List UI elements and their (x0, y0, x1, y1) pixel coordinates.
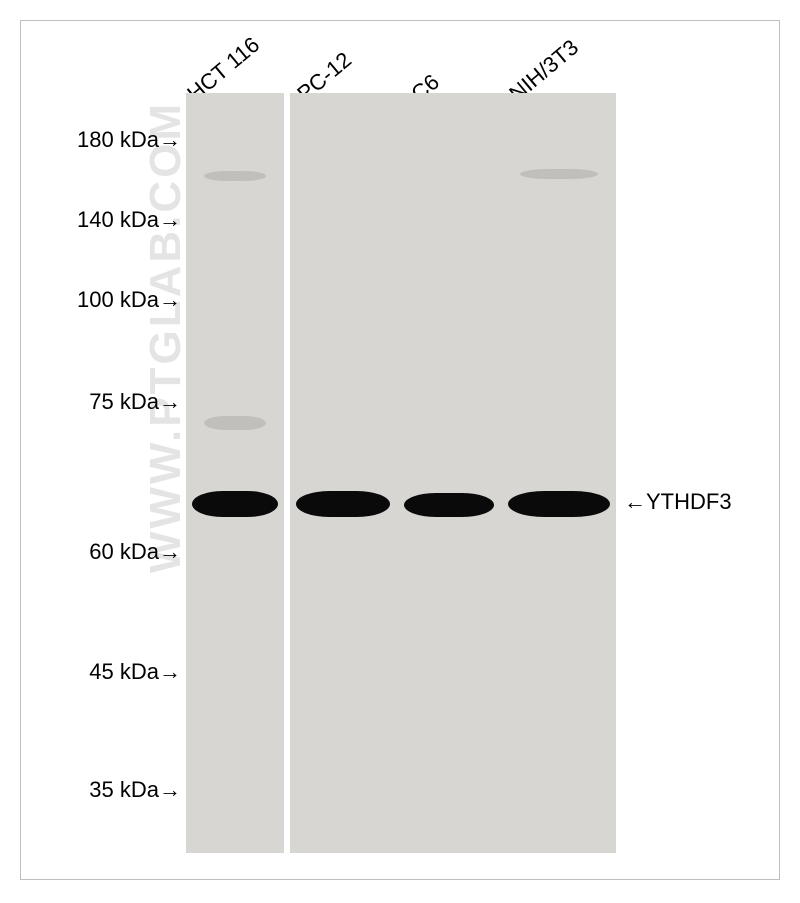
left-arrow-icon: ← (624, 489, 646, 514)
right-arrow-icon: → (159, 127, 181, 152)
mw-marker: 75 kDa→ (89, 389, 181, 415)
protein-band (192, 491, 278, 517)
protein-band-label: ←YTHDF3 (624, 489, 732, 515)
blot-lane (186, 93, 284, 853)
mw-value: 140 kDa (77, 207, 159, 232)
blot-lane (396, 93, 502, 853)
faint-band (520, 169, 598, 179)
mw-marker: 100 kDa→ (77, 287, 181, 313)
blot-lane (290, 93, 396, 853)
faint-band (204, 171, 266, 181)
mw-value: 100 kDa (77, 287, 159, 312)
right-arrow-icon: → (159, 539, 181, 564)
blot-lane (502, 93, 616, 853)
mw-value: 45 kDa (89, 659, 159, 684)
lane-gap (284, 93, 290, 853)
blot-container: WWW.PTGLAB.COM 180 kDa→140 kDa→100 kDa→7… (20, 20, 780, 880)
mw-value: 60 kDa (89, 539, 159, 564)
protein-band (404, 493, 494, 517)
mw-marker: 140 kDa→ (77, 207, 181, 233)
mw-marker: 35 kDa→ (89, 777, 181, 803)
mw-marker: 45 kDa→ (89, 659, 181, 685)
protein-name: YTHDF3 (646, 489, 732, 514)
right-arrow-icon: → (159, 287, 181, 312)
right-arrow-icon: → (159, 659, 181, 684)
faint-band (204, 416, 266, 430)
mw-value: 75 kDa (89, 389, 159, 414)
mw-value: 35 kDa (89, 777, 159, 802)
right-arrow-icon: → (159, 389, 181, 414)
right-arrow-icon: → (159, 777, 181, 802)
protein-band (508, 491, 610, 517)
membrane-area (186, 93, 616, 853)
mw-marker: 60 kDa→ (89, 539, 181, 565)
protein-band (296, 491, 390, 517)
right-arrow-icon: → (159, 207, 181, 232)
mw-marker: 180 kDa→ (77, 127, 181, 153)
marker-labels-column: 180 kDa→140 kDa→100 kDa→75 kDa→60 kDa→45… (21, 21, 181, 879)
mw-value: 180 kDa (77, 127, 159, 152)
